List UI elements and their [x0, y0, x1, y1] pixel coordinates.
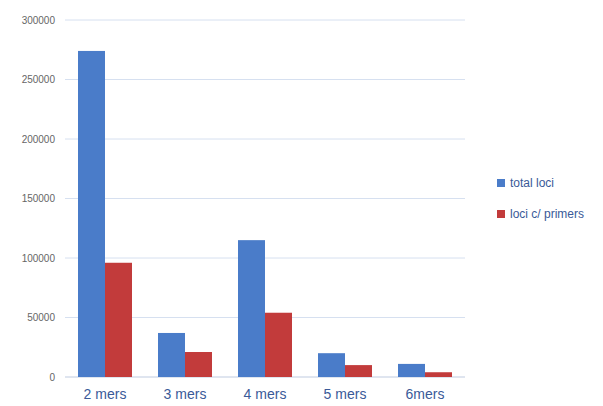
tick-label: 300000: [22, 15, 56, 26]
bar: [158, 333, 185, 377]
bar: [238, 240, 265, 377]
grid-line: [65, 79, 465, 80]
tick-label: 250000: [22, 74, 56, 85]
legend-label: total loci: [510, 176, 554, 190]
tick-label: 0: [49, 372, 55, 383]
bar: [345, 365, 372, 377]
category-label: 2 mers: [84, 386, 127, 402]
bar: [265, 313, 292, 377]
bar: [425, 372, 452, 377]
tick-label: 100000: [22, 253, 56, 264]
bar: [318, 353, 345, 377]
grid-line: [65, 139, 465, 140]
category-label: 6mers: [406, 386, 445, 402]
bar: [185, 352, 212, 377]
bars: [78, 51, 452, 377]
tick-label: 50000: [27, 312, 55, 323]
bar: [105, 263, 132, 377]
category-label: 3 mers: [164, 386, 207, 402]
grid-line: [65, 20, 465, 21]
bar: [78, 51, 105, 377]
category-label: 5 mers: [324, 386, 367, 402]
tick-label: 150000: [22, 193, 56, 204]
legend-label: loci c/ primers: [510, 207, 584, 221]
grid-line: [65, 198, 465, 199]
legend-swatch: [497, 210, 505, 218]
chart: 0 50000 100000 150000 200000 250000 300000 2 me…: [0, 0, 603, 406]
legend-swatch: [497, 179, 505, 187]
category-label: 4 mers: [244, 386, 287, 402]
bar: [398, 364, 425, 377]
tick-label: 200000: [22, 134, 56, 145]
